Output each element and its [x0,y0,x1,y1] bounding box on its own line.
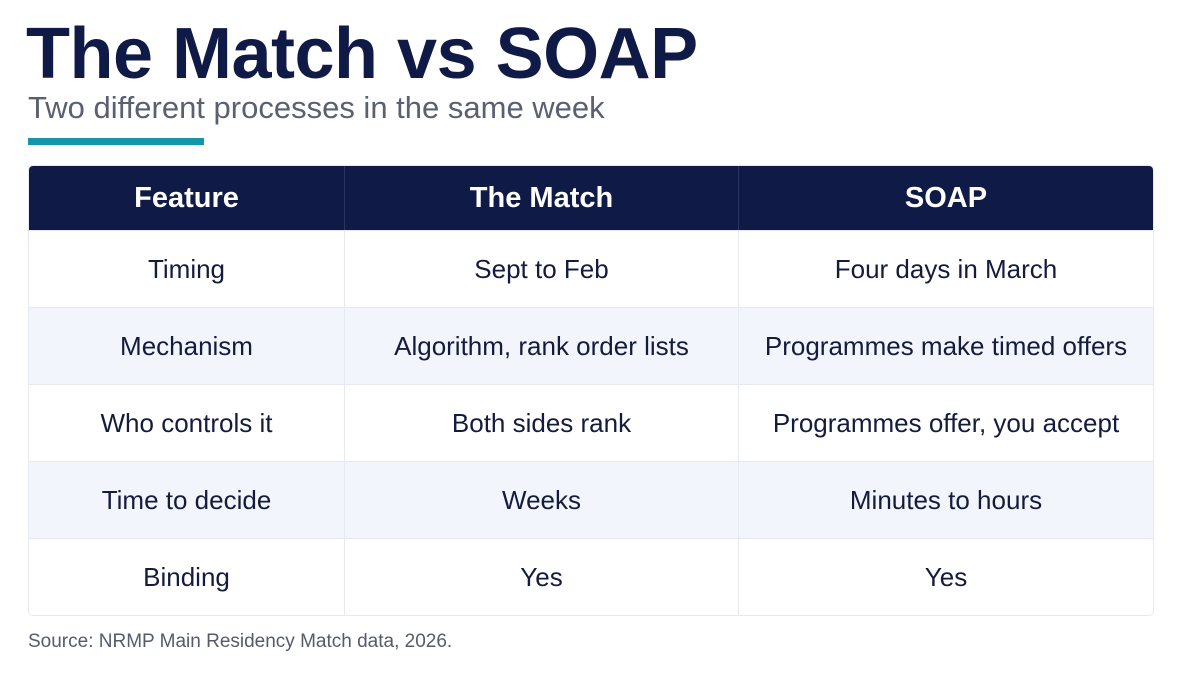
row-soap-cell: Four days in March [738,231,1153,307]
row-match-cell: Sept to Feb [344,231,738,307]
row-match-cell: Yes [344,539,738,615]
table-row: Timing Sept to Feb Four days in March [29,230,1153,307]
column-header-the-match: The Match [344,166,738,230]
row-feature-cell: Timing [147,253,226,284]
row-soap-cell: Minutes to hours [738,462,1153,538]
row-feature-cell: Who controls it [100,407,273,438]
page-subtitle: Two different processes in the same week [28,90,605,125]
row-feature-cell: Binding [143,561,230,592]
row-match-cell: Weeks [344,462,738,538]
row-soap-cell: Yes [738,539,1153,615]
row-soap-cell: Programmes offer, you accept [738,385,1153,461]
column-header-soap: SOAP [738,166,1153,230]
row-match-cell: Both sides rank [344,385,738,461]
table-row: Binding Yes Yes [29,538,1153,615]
table-row: Mechanism Algorithm, rank order lists Pr… [29,307,1153,384]
row-feature-cell: Time to decide [101,484,272,515]
table-header-row: Feature The Match SOAP [29,166,1153,230]
row-feature-cell: Mechanism [120,330,253,361]
source-note: Source: NRMP Main Residency Match data, … [28,631,453,652]
table-row: Time to decide Weeks Minutes to hours [29,461,1153,538]
row-match-cell: Algorithm, rank order lists [344,308,738,384]
column-header-feature: Feature [134,181,239,214]
row-soap-cell: Programmes make timed offers [738,308,1153,384]
table-row: Who controls it Both sides rank Programm… [29,384,1153,461]
page-title: The Match vs SOAP [26,14,698,94]
comparison-table: Feature The Match SOAP Timing Sept to Fe… [28,165,1154,616]
accent-divider [28,138,204,145]
